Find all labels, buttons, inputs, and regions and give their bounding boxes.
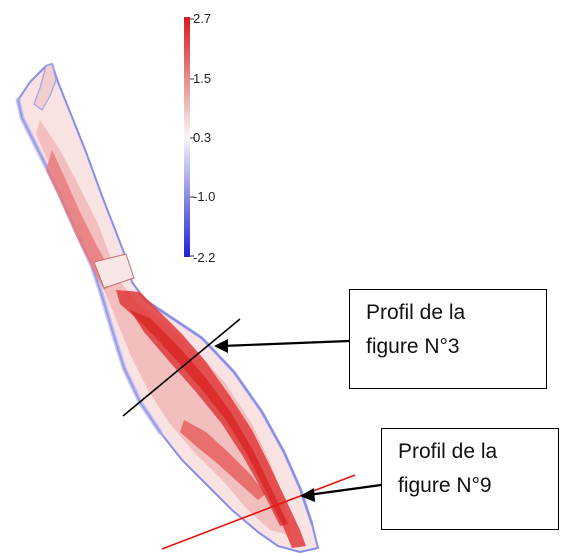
colorbar-tick-label: 2.7 bbox=[193, 11, 211, 26]
profile-line-figure-9 bbox=[161, 474, 356, 550]
upper-channel bbox=[46, 150, 116, 290]
callout-line: Profil de la bbox=[366, 301, 466, 324]
colorbar-tick-label: -2.2 bbox=[193, 250, 215, 265]
deep-core bbox=[130, 310, 288, 526]
callout-line: Profil de la bbox=[398, 440, 498, 463]
colorbar-tick-label: -1.0 bbox=[193, 189, 215, 204]
weir-structure bbox=[93, 253, 135, 289]
colorbar-tick-label: 1.5 bbox=[193, 71, 211, 86]
secondary-channel bbox=[180, 420, 266, 500]
callout-arrow-figure-9 bbox=[307, 483, 382, 497]
callout-arrowhead-figure-9 bbox=[300, 488, 315, 502]
upper-tail bbox=[33, 63, 57, 111]
callout-arrow-figure-3 bbox=[221, 339, 350, 348]
colorbar bbox=[184, 17, 190, 257]
callout-line: figure N°3 bbox=[366, 335, 460, 358]
profile-line-figure-3 bbox=[122, 318, 241, 417]
right-bank-fringe bbox=[143, 298, 314, 526]
callout-profile-figure-9: Profil de la figure N°9 bbox=[381, 428, 559, 530]
callout-line: figure N°9 bbox=[398, 474, 492, 497]
callout-arrowhead-figure-3 bbox=[214, 339, 228, 353]
colorbar-tick-label: 0.3 bbox=[193, 130, 211, 145]
callout-profile-figure-3: Profil de la figure N°3 bbox=[349, 289, 547, 389]
